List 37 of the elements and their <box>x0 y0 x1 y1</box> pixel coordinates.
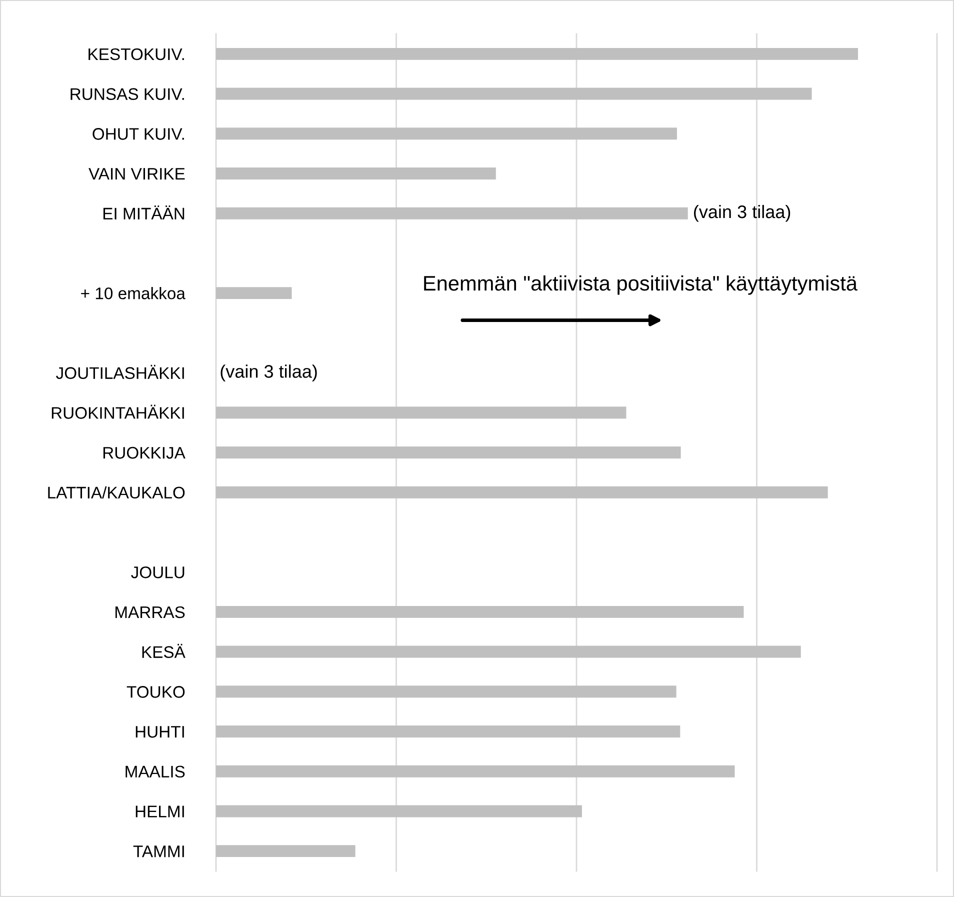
bar <box>216 726 680 738</box>
y-tick-label: RUOKKIJA <box>103 446 186 459</box>
y-tick-label: JOUTILASHÄKKI <box>56 364 184 379</box>
bar <box>216 88 812 100</box>
bar <box>216 845 356 858</box>
annotation: (vain 3 tilaa) <box>220 364 317 382</box>
y-tick-label: RUNSAS KUIV. <box>70 88 184 100</box>
bar <box>216 406 626 419</box>
y-tick-label: RUOKINTAHÄKKI <box>52 404 184 419</box>
y-tick-label: HUHTI <box>136 726 184 738</box>
y-tick-label: HELMI <box>136 806 184 818</box>
bar <box>216 805 582 818</box>
y-tick-label: VAIN VIRIKE <box>88 168 185 180</box>
bar <box>216 128 677 140</box>
annotation: Enemmän "aktiivista positiivista" käyttäytymistä <box>424 275 858 295</box>
y-tick-label: MAALIS <box>126 766 185 778</box>
y-tick-label: KESÄ <box>142 644 186 658</box>
y-tick-label: TAMMI <box>133 846 184 858</box>
bar <box>216 686 676 698</box>
y-tick-label: + 10 emakkoa <box>81 287 186 300</box>
bar <box>216 207 688 220</box>
y-tick-label: LATTIA/KAUKALO <box>48 486 185 499</box>
bar <box>216 765 735 778</box>
annotation: (vain 3 tilaa) <box>694 204 790 222</box>
y-tick-label: MARRAS <box>116 606 185 618</box>
bar <box>216 646 801 658</box>
bar <box>216 446 681 458</box>
bar <box>216 287 292 300</box>
y-tick-label: OHUT KUIV. <box>92 128 184 140</box>
y-tick-label: EI MITÄÄN <box>103 205 184 220</box>
bar <box>216 486 828 498</box>
bar <box>216 48 858 60</box>
y-tick-label: TOUKO <box>126 686 185 698</box>
bar <box>216 168 496 180</box>
y-tick-label: JOULU <box>131 566 184 578</box>
bar <box>216 606 744 618</box>
y-tick-label: KESTOKUIV. <box>88 48 184 60</box>
